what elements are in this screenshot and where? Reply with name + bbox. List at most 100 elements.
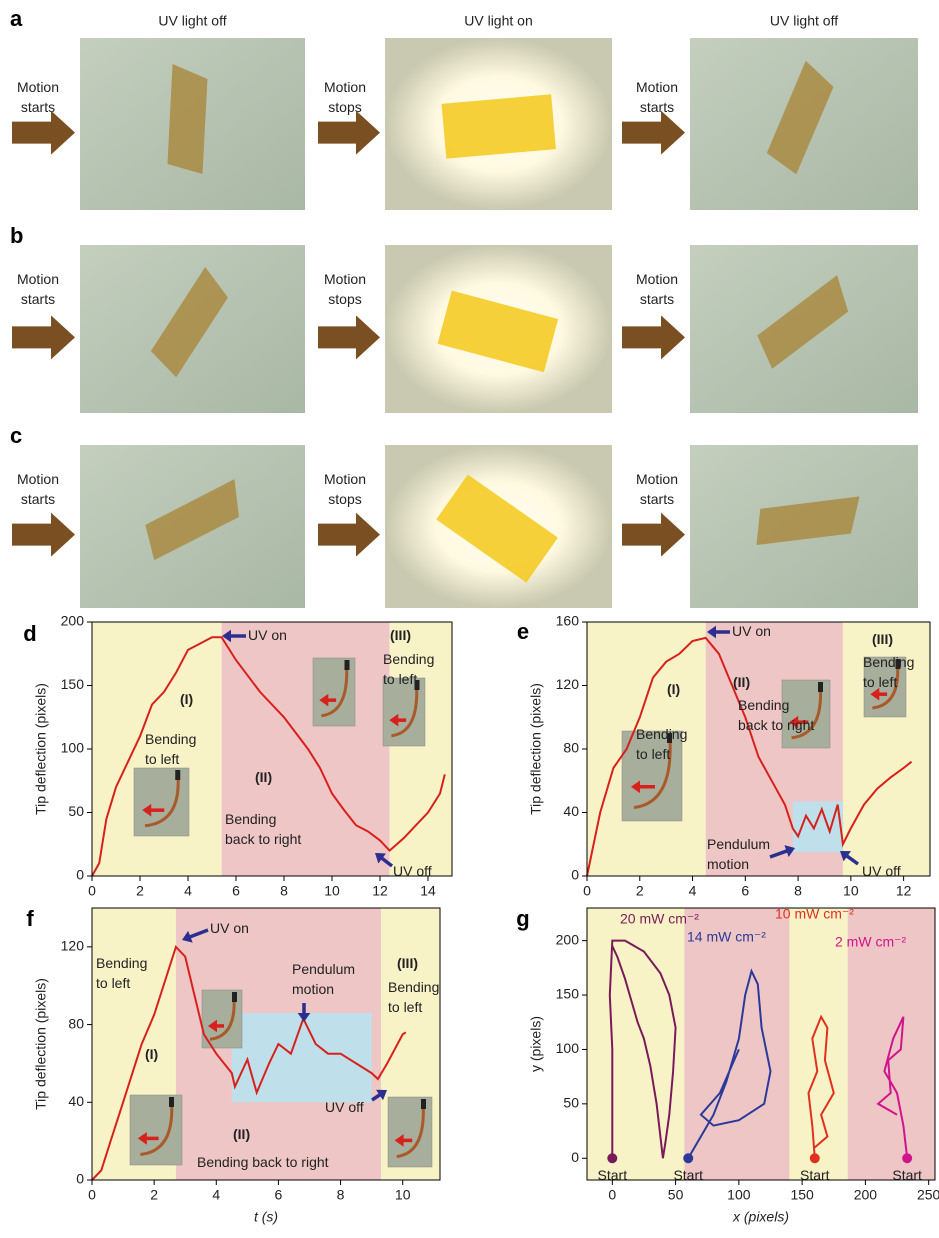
column-title: UV light off bbox=[158, 13, 226, 29]
plot-frame bbox=[586, 621, 931, 877]
pointer-arrowhead bbox=[375, 853, 386, 864]
x-tick-label: 6 bbox=[741, 883, 749, 899]
y-tick-label: 100 bbox=[61, 740, 85, 756]
step-label-line: starts bbox=[21, 291, 55, 307]
x-tick-label: 50 bbox=[668, 1187, 684, 1203]
annotation-line: to left bbox=[636, 746, 670, 762]
y-tick-label: 50 bbox=[563, 1095, 579, 1111]
annotation: Bending to left bbox=[96, 955, 147, 991]
step-arrow bbox=[318, 315, 380, 360]
film bbox=[436, 474, 558, 583]
y-axis-label: Tip deflection (pixels) bbox=[528, 683, 544, 815]
film bbox=[441, 94, 556, 159]
pointer-arrow bbox=[769, 848, 789, 859]
step-label-line: starts bbox=[640, 291, 674, 307]
inset-beam bbox=[140, 1102, 174, 1156]
step-label-line: starts bbox=[21, 99, 55, 115]
annotation: (III) bbox=[872, 631, 893, 647]
pointer-arrow bbox=[379, 855, 394, 868]
series-label: 10 mW cm⁻² bbox=[775, 906, 854, 922]
x-tick-label: 10 bbox=[843, 883, 859, 899]
y-tick-label: 0 bbox=[571, 867, 579, 883]
pointer-arrowhead bbox=[222, 629, 231, 643]
inset-beam bbox=[396, 1104, 425, 1158]
pointer-arrowhead bbox=[142, 803, 152, 817]
inset-holder bbox=[169, 1097, 174, 1107]
x-tick-label: 0 bbox=[608, 1187, 616, 1203]
series-line bbox=[586, 636, 913, 877]
step-arrow bbox=[318, 110, 380, 155]
step-arrow bbox=[622, 512, 685, 557]
panel-label: a bbox=[10, 6, 23, 31]
x-tick-label: 12 bbox=[896, 883, 912, 899]
annotation-line: Pendulum bbox=[707, 836, 770, 852]
step-label: Motion starts bbox=[17, 271, 59, 307]
annotation-line: Bending bbox=[383, 651, 434, 667]
step-label-line: Motion bbox=[17, 471, 59, 487]
annotation: Bending to left bbox=[383, 651, 434, 687]
panel-label: d bbox=[23, 621, 36, 646]
annotation: UV on bbox=[732, 623, 771, 639]
step-label-line: starts bbox=[640, 491, 674, 507]
annotation: (II) bbox=[233, 1126, 250, 1142]
annotation: Bending to left bbox=[863, 654, 914, 690]
y-axis-label: Tip deflection (pixels) bbox=[33, 978, 49, 1110]
x-tick-label: 8 bbox=[794, 883, 802, 899]
annotation-line: Bending bbox=[145, 731, 196, 747]
annotation: Bending back to right bbox=[197, 1154, 329, 1170]
annotation: (III) bbox=[397, 955, 418, 971]
y-tick-label: 100 bbox=[556, 1040, 580, 1056]
y-tick-label: 150 bbox=[61, 676, 85, 692]
x-tick-label: 0 bbox=[88, 883, 96, 899]
y-axis-label: Tip deflection (pixels) bbox=[33, 683, 49, 815]
annotation-line: to left bbox=[863, 674, 897, 690]
film bbox=[756, 496, 860, 546]
annotation-line: back to right bbox=[225, 831, 301, 847]
x-axis-label: x (pixels) bbox=[732, 1209, 789, 1225]
x-tick-label: 14 bbox=[420, 883, 436, 899]
x-tick-label: 2 bbox=[136, 883, 144, 899]
annotation: UV on bbox=[210, 920, 249, 936]
annotation-line: UV off bbox=[325, 1099, 364, 1115]
step-label: Motion starts bbox=[636, 471, 678, 507]
annotation: Bending to left bbox=[636, 726, 687, 762]
series-line bbox=[876, 1016, 909, 1159]
annotation: UV on bbox=[248, 627, 287, 643]
panel-label: e bbox=[517, 619, 529, 644]
panel-label: g bbox=[516, 906, 529, 931]
step-arrow bbox=[622, 110, 685, 155]
annotation-line: (III) bbox=[390, 627, 411, 643]
annotation: Pendulum motion bbox=[292, 961, 355, 997]
annotation-line: motion bbox=[707, 856, 749, 872]
step-label: Motion starts bbox=[636, 79, 678, 115]
inset-beam bbox=[391, 685, 419, 738]
x-tick-label: 12 bbox=[372, 883, 388, 899]
step-label-line: starts bbox=[21, 491, 55, 507]
step-label: Motion stops bbox=[324, 471, 366, 507]
y-tick-label: 40 bbox=[68, 1093, 84, 1109]
film bbox=[757, 275, 849, 369]
x-tick-label: 100 bbox=[727, 1187, 751, 1203]
step-label-line: Motion bbox=[324, 271, 366, 287]
x-tick-label: 4 bbox=[689, 883, 697, 899]
annotation-line: (I) bbox=[145, 1046, 158, 1062]
x-tick-label: 8 bbox=[280, 883, 288, 899]
y-tick-label: 80 bbox=[68, 1015, 84, 1031]
step-label-line: Motion bbox=[17, 271, 59, 287]
pendulum-region bbox=[231, 1012, 372, 1103]
annotation-line: to left bbox=[96, 975, 130, 991]
step-arrow bbox=[12, 110, 75, 155]
y-tick-label: 80 bbox=[563, 740, 579, 756]
inset-photo bbox=[133, 767, 190, 837]
series-line bbox=[91, 944, 407, 1181]
y-tick-label: 120 bbox=[61, 938, 85, 954]
pointer-arrowhead bbox=[707, 625, 716, 639]
step-label: Motion stops bbox=[324, 79, 366, 115]
inset-holder bbox=[232, 992, 237, 1002]
annotation: Bending to left bbox=[145, 731, 196, 767]
annotation-line: back to right bbox=[738, 717, 814, 733]
annotation-line: (III) bbox=[872, 631, 893, 647]
y-tick-label: 150 bbox=[556, 986, 580, 1002]
step-label-line: starts bbox=[640, 99, 674, 115]
